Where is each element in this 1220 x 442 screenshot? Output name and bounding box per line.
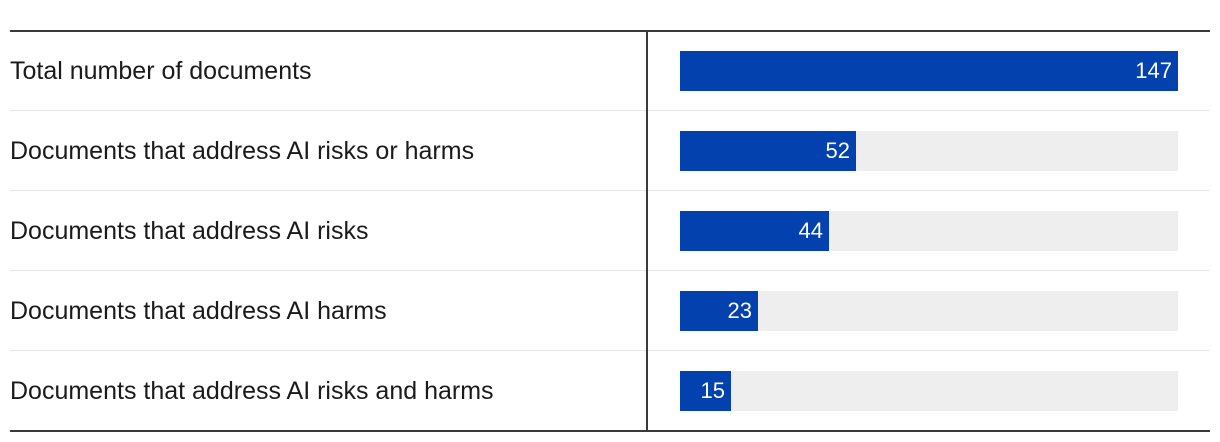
- row-separator: [10, 190, 1210, 191]
- bar-value-label: 15: [700, 378, 725, 403]
- bottom-rule: [10, 430, 1210, 432]
- bar-value-label: 23: [727, 298, 752, 323]
- bar-track: 44: [680, 211, 1178, 251]
- row-separator: [10, 350, 1210, 351]
- chart-row: Documents that address AI risks and harm…: [10, 351, 1210, 431]
- bar: [680, 211, 829, 251]
- bar-track: 147: [680, 51, 1178, 91]
- category-label: Documents that address AI risks: [10, 217, 369, 245]
- bar: [680, 371, 731, 411]
- category-label: Documents that address AI risks and harm…: [10, 377, 494, 405]
- bar: [680, 131, 856, 171]
- bar-track: 23: [680, 291, 1178, 331]
- label-bar-divider: [646, 31, 648, 431]
- row-separator: [10, 110, 1210, 111]
- bar: [680, 51, 1178, 91]
- bar-track: 52: [680, 131, 1178, 171]
- bar-track: 15: [680, 371, 1178, 411]
- bar-value-label: 52: [825, 138, 850, 163]
- bar: [680, 291, 758, 331]
- bar-value-label: 147: [1135, 58, 1172, 83]
- chart-row: Documents that address AI risks 44: [10, 191, 1210, 271]
- chart-row: Documents that address AI risks or harms…: [10, 111, 1210, 191]
- row-separator: [10, 270, 1210, 271]
- category-label: Documents that address AI risks or harms: [10, 137, 475, 165]
- bar-value-label: 44: [798, 218, 823, 243]
- top-rule: [10, 30, 1210, 32]
- category-label: Total number of documents: [10, 57, 312, 85]
- chart-row: Total number of documents 147: [10, 31, 1210, 111]
- category-label: Documents that address AI harms: [10, 297, 387, 325]
- chart-row: Documents that address AI harms 23: [10, 271, 1210, 351]
